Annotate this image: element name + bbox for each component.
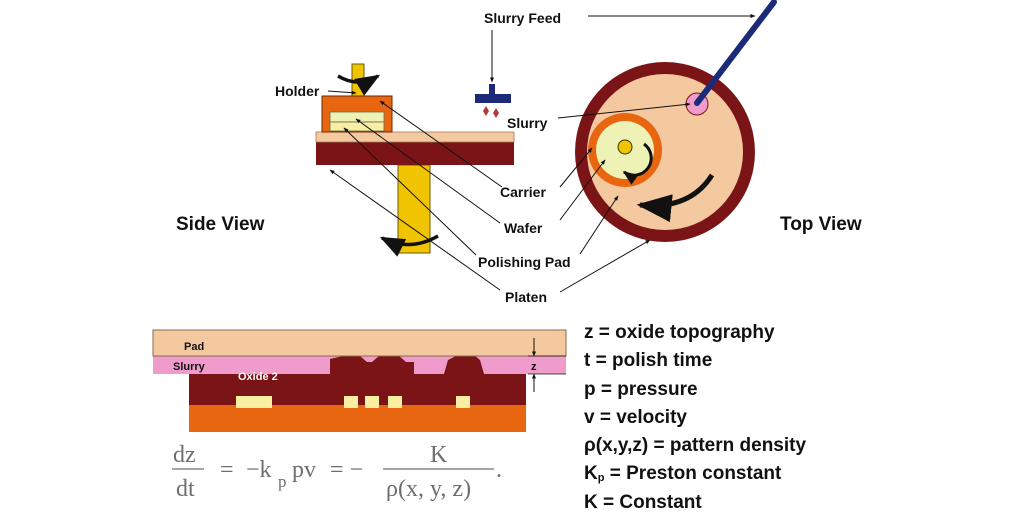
legend-k: K = Constant: [584, 491, 702, 513]
nozzle-head: [475, 94, 511, 103]
cs-metal-3: [365, 396, 379, 408]
polishing-pad-label: Polishing Pad: [478, 254, 571, 270]
wafer-line-side: [355, 118, 501, 224]
legend-t: t = polish time: [584, 350, 713, 372]
cs-pad-label: Pad: [184, 341, 204, 353]
holder-label: Holder: [275, 83, 320, 99]
slurry-label: Slurry: [507, 115, 548, 131]
slurry-feed-label: Slurry Feed: [484, 10, 561, 26]
holder-top: [617, 139, 633, 155]
eq-lhs-numerator: dz: [173, 442, 196, 468]
eq-period: .: [496, 457, 502, 483]
eq-kp-subscript: p: [278, 472, 287, 491]
platen-shaft: [397, 164, 431, 254]
slurry-nozzle: [475, 84, 511, 118]
variable-legend: z = oxide topography t = polish time p =…: [584, 319, 806, 517]
callout-lines: [327, 14, 756, 293]
cs-substrate: [189, 405, 526, 432]
side-view-label: Side View: [176, 214, 265, 235]
eq-pv: pv: [292, 457, 316, 483]
legend-kp-symbol: K: [584, 463, 598, 485]
pad-side: [315, 131, 515, 143]
carrier-line-side: [379, 100, 503, 188]
wafer-rotation-arrow: [622, 142, 653, 185]
eq-minus-k: −k: [246, 457, 272, 483]
platen-label: Platen: [505, 289, 547, 305]
eq-rhs-numerator: K: [430, 442, 448, 468]
cs-oxide: [189, 355, 526, 405]
top-view-label: Top View: [780, 214, 862, 235]
eq-rhs-denominator: ρ(x, y, z): [386, 476, 471, 502]
legend-p: p = pressure: [584, 378, 698, 400]
cross-section: [152, 329, 567, 432]
top-view-assembly: [575, 0, 777, 242]
legend-z: z = oxide topography: [584, 322, 775, 343]
legend-kp-subscript: p: [597, 472, 605, 485]
preston-equation: dz dt = −k p pv = − K ρ(x, y, z) .: [172, 442, 502, 502]
platen-top-rotation-arrow: [636, 173, 715, 223]
wafer-lower-side: [329, 121, 385, 132]
eq-equals-minus: = −: [330, 457, 363, 483]
holder-rotation-arrow: [337, 74, 381, 96]
cs-metal-5: [456, 396, 470, 408]
carrier-label: Carrier: [500, 184, 546, 200]
legend-kp-text: = Preston constant: [604, 463, 782, 485]
platen-line-top: [559, 239, 651, 293]
platen-rotation-arrow: [379, 234, 439, 257]
wafer-side: [329, 111, 385, 123]
pad-line-top: [579, 195, 619, 255]
cs-metal-2: [344, 396, 358, 408]
cs-metal-1: [236, 396, 272, 408]
cs-oxide-label: Oxide 2: [238, 371, 278, 383]
legend-rho: ρ(x,y,z) = pattern density: [584, 435, 807, 457]
pad-line-side: [343, 127, 477, 256]
platen-line-side: [329, 169, 501, 291]
eq-equals: =: [220, 457, 234, 483]
slurry-line: [557, 102, 691, 119]
wafer-line-top: [559, 159, 606, 221]
legend-v: v = velocity: [584, 406, 687, 428]
slurry-drop-left: [483, 106, 489, 116]
carrier-line-top: [559, 147, 593, 188]
cs-z-label: z: [531, 361, 537, 373]
cs-slurry-label: Slurry: [173, 361, 206, 373]
wafer-label: Wafer: [504, 220, 543, 236]
cs-metal-4: [388, 396, 402, 408]
holder-line: [327, 90, 357, 95]
slurry-drop-right: [493, 108, 499, 118]
cs-pad: [152, 329, 567, 357]
legend-kp: Kp = Preston constant: [584, 460, 806, 488]
side-view-assembly: [315, 63, 515, 257]
slurry-feed-tube: [694, 0, 777, 106]
nozzle-stem: [489, 84, 495, 96]
eq-lhs-denominator: dt: [176, 476, 195, 502]
